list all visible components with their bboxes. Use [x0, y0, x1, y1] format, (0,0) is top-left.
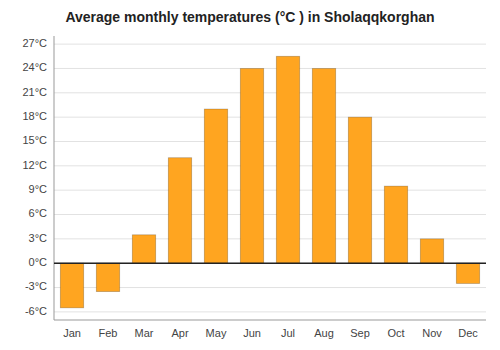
bar [204, 109, 227, 263]
y-tick-label: 9°C [29, 183, 48, 195]
grid-line [54, 263, 486, 264]
x-tick-label: Sep [350, 327, 370, 339]
bar [276, 56, 299, 263]
grid-line [54, 165, 486, 166]
x-tick-label: Nov [422, 327, 442, 339]
bar [420, 239, 443, 263]
bar [312, 68, 335, 263]
grid-line [54, 92, 486, 93]
chart: -6°C -3°C 0°C 3°C 6°C 9°C 12°C 15°C 18°C 21°C 24°C… [0, 0, 500, 350]
y-axis-line [54, 36, 55, 320]
x-tick-label: Feb [99, 327, 118, 339]
grid-line [54, 141, 486, 142]
grid-line [54, 44, 486, 45]
x-tick-label: Aug [314, 327, 334, 339]
bar [384, 186, 407, 263]
chart-container: -6°C -3°C 0°C 3°C 6°C 9°C 12°C 15°C 18°C 21°C 24°C… [0, 0, 500, 350]
x-tick-label: Jul [281, 327, 295, 339]
y-tick-label: 21°C [22, 86, 47, 98]
bars [60, 56, 479, 308]
y-tick-label: 3°C [29, 232, 48, 244]
bar [60, 263, 83, 308]
y-tick-label: -6°C [25, 305, 47, 317]
bar [456, 263, 479, 283]
grid-line [54, 117, 486, 118]
y-tick-label: 12°C [22, 159, 47, 171]
y-tick-labels: -6°C -3°C 0°C 3°C 6°C 9°C 12°C 15°C 18°C 21°C 24°C… [22, 37, 47, 317]
title: Average monthly temperatures (°C ) in Sh… [65, 9, 434, 25]
y-tick-label: 27°C [22, 37, 47, 49]
bar [348, 117, 371, 263]
bar [132, 235, 155, 263]
grid-line [54, 311, 486, 312]
grid-line [54, 68, 486, 69]
bar [96, 263, 119, 291]
x-tick-label: May [206, 327, 227, 339]
bar [168, 158, 191, 263]
grid [54, 44, 486, 312]
y-tick-label: 24°C [22, 61, 47, 73]
x-tick-label: Jun [243, 327, 261, 339]
y-tick-label: 0°C [29, 256, 48, 268]
x-tick-label: Jan [63, 327, 81, 339]
y-tick-label: 15°C [22, 134, 47, 146]
x-tick-label: Mar [135, 327, 154, 339]
bar [240, 68, 263, 263]
x-tick-label: Oct [387, 327, 404, 339]
grid-line [54, 190, 486, 191]
zero-line [54, 262, 486, 264]
y-tick-label: 18°C [22, 110, 47, 122]
grid-line [54, 214, 486, 215]
x-tick-label: Dec [458, 327, 478, 339]
x-tick-labels: Jan Feb Mar Apr May Jun Jul Aug Sep Oct Nov Dec [63, 327, 478, 339]
y-tick-label: 6°C [29, 207, 48, 219]
x-axis-line [54, 320, 486, 321]
x-tick-label: Apr [171, 327, 188, 339]
y-tick-label: -3°C [25, 280, 47, 292]
